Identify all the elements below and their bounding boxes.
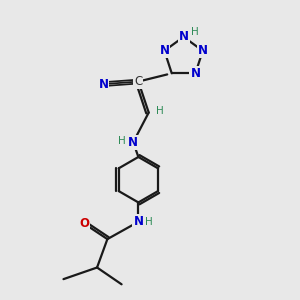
- Text: N: N: [159, 44, 170, 57]
- Text: N: N: [190, 67, 200, 80]
- Text: H: H: [118, 136, 126, 146]
- Text: H: H: [190, 27, 198, 37]
- Text: H: H: [156, 106, 164, 116]
- Text: O: O: [79, 217, 89, 230]
- Text: C: C: [134, 75, 142, 88]
- Text: N: N: [128, 136, 138, 149]
- Text: N: N: [178, 30, 189, 44]
- Text: N: N: [134, 215, 143, 228]
- Text: H: H: [146, 217, 153, 227]
- Text: N: N: [98, 78, 109, 91]
- Text: N: N: [198, 44, 208, 57]
